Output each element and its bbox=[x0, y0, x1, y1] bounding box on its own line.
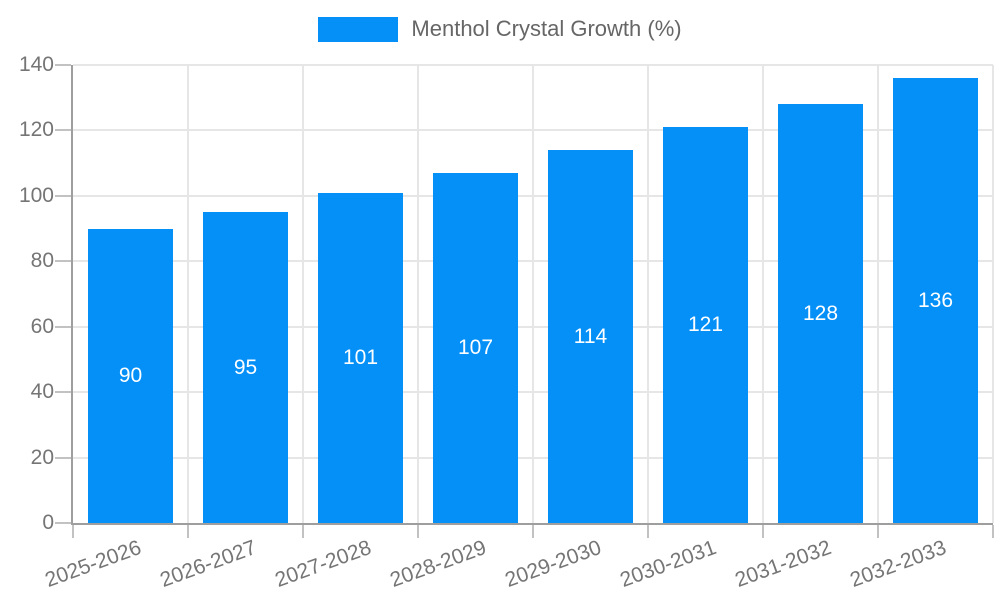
bar[interactable]: 114 bbox=[548, 150, 633, 523]
x-tick bbox=[187, 525, 189, 538]
bar-value-label: 95 bbox=[233, 355, 258, 379]
y-tick bbox=[55, 64, 71, 66]
y-tick-label: 0 bbox=[42, 511, 54, 534]
bar-value-label: 121 bbox=[687, 313, 724, 337]
y-tick bbox=[55, 391, 71, 394]
gridline-vertical bbox=[762, 65, 764, 523]
x-tick bbox=[72, 525, 74, 538]
x-tick bbox=[762, 525, 764, 538]
x-tick bbox=[877, 525, 879, 538]
x-tick-label: 2027-2028 bbox=[272, 536, 375, 592]
gridline-vertical bbox=[302, 65, 304, 523]
gridline-vertical bbox=[532, 65, 534, 523]
bar-value-label: 101 bbox=[342, 345, 379, 369]
x-tick-label: 2026-2027 bbox=[157, 536, 260, 592]
x-tick-label: 2029-2030 bbox=[502, 536, 605, 592]
y-tick-label: 80 bbox=[30, 249, 54, 273]
y-tick bbox=[55, 456, 71, 459]
y-tick bbox=[55, 522, 71, 524]
bar[interactable]: 128 bbox=[778, 104, 863, 523]
x-tick bbox=[992, 525, 994, 538]
x-tick-label: 2028-2029 bbox=[387, 536, 490, 592]
bar[interactable]: 90 bbox=[88, 228, 173, 523]
y-tick bbox=[55, 194, 71, 197]
legend[interactable]: Menthol Crystal Growth (%) bbox=[0, 16, 1000, 42]
x-tick bbox=[302, 525, 304, 538]
bar[interactable]: 101 bbox=[318, 192, 403, 523]
legend-label: Menthol Crystal Growth (%) bbox=[411, 16, 682, 41]
gridline-vertical bbox=[877, 65, 879, 523]
y-tick bbox=[55, 325, 71, 328]
bar[interactable]: 107 bbox=[433, 172, 518, 523]
x-tick-label: 2032-2033 bbox=[847, 536, 950, 592]
bar[interactable]: 95 bbox=[203, 212, 288, 523]
gridline-vertical bbox=[417, 65, 419, 523]
y-tick-label: 140 bbox=[18, 53, 54, 76]
x-tick bbox=[532, 525, 534, 538]
x-tick-label: 2031-2032 bbox=[732, 536, 835, 592]
bar-value-label: 128 bbox=[802, 301, 839, 325]
gridline-vertical bbox=[647, 65, 649, 523]
bar-value-label: 114 bbox=[573, 324, 608, 348]
y-tick bbox=[55, 260, 71, 263]
gridline-vertical bbox=[992, 65, 994, 523]
x-tick bbox=[647, 525, 649, 538]
y-tick-label: 60 bbox=[30, 314, 54, 338]
legend-swatch bbox=[318, 16, 399, 42]
bar[interactable]: 136 bbox=[893, 78, 978, 523]
y-tick bbox=[55, 129, 71, 132]
plot-area: 90 95 101 107 114 121 128 136 bbox=[71, 64, 994, 525]
bar-value-label: 90 bbox=[118, 363, 143, 387]
bar-value-label: 136 bbox=[917, 288, 954, 312]
bar-value-label: 107 bbox=[457, 335, 494, 359]
gridline-vertical bbox=[187, 65, 189, 523]
x-tick-label: 2025-2026 bbox=[42, 536, 145, 592]
y-tick-label: 100 bbox=[18, 183, 54, 207]
y-tick-label: 20 bbox=[30, 445, 54, 469]
y-tick-label: 120 bbox=[18, 118, 54, 142]
y-tick-label: 40 bbox=[30, 380, 54, 404]
x-tick bbox=[417, 525, 419, 538]
x-tick-label: 2030-2031 bbox=[617, 536, 720, 592]
bar[interactable]: 121 bbox=[663, 127, 748, 523]
